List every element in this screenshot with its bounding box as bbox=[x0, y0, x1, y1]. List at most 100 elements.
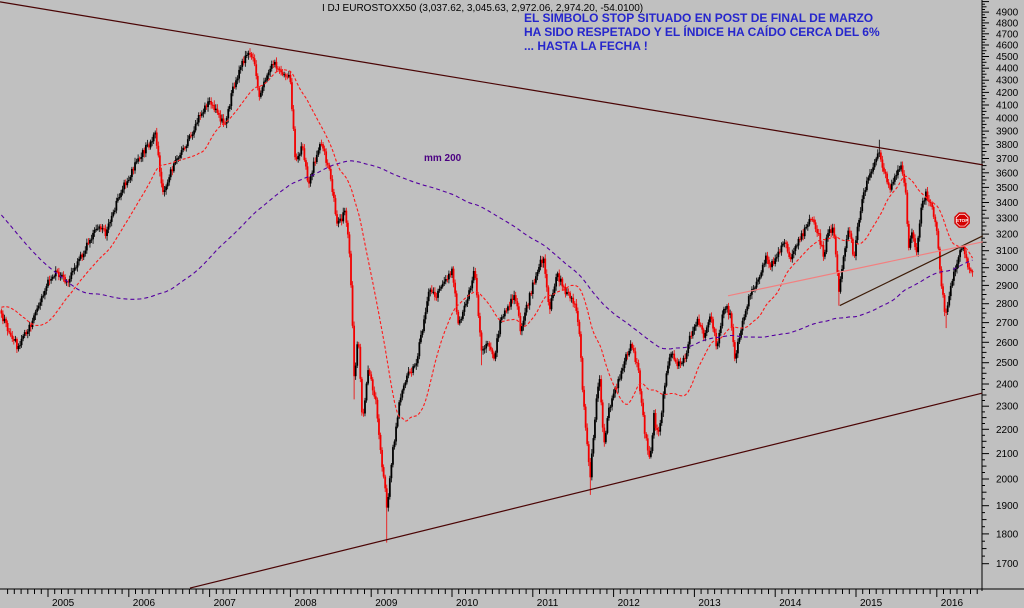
candle bbox=[541, 256, 544, 268]
trendline-pink-support bbox=[727, 241, 984, 297]
x-tick-label: 2008 bbox=[294, 598, 317, 608]
candle bbox=[862, 188, 865, 204]
candle bbox=[805, 224, 808, 230]
candle bbox=[73, 263, 76, 275]
candle bbox=[510, 294, 512, 310]
candle bbox=[50, 275, 53, 284]
candle bbox=[828, 226, 831, 236]
candle bbox=[548, 299, 551, 314]
candle bbox=[350, 250, 352, 288]
y-tick-label: 2600 bbox=[996, 338, 1019, 349]
candle bbox=[218, 110, 220, 118]
x-tick-label: 2012 bbox=[618, 598, 641, 608]
x-tick-label: 2010 bbox=[456, 598, 479, 608]
candle bbox=[696, 316, 699, 327]
candle bbox=[101, 224, 104, 234]
candle bbox=[325, 148, 328, 167]
candle bbox=[587, 441, 590, 467]
candle bbox=[472, 266, 475, 284]
candle bbox=[185, 144, 188, 152]
candle bbox=[775, 253, 778, 262]
candle bbox=[693, 324, 696, 335]
candle bbox=[259, 90, 262, 99]
candle bbox=[754, 285, 756, 293]
candle bbox=[426, 296, 429, 314]
candle bbox=[771, 259, 773, 272]
candle bbox=[923, 197, 926, 205]
candle bbox=[881, 155, 884, 172]
candle bbox=[204, 102, 206, 115]
candle bbox=[797, 236, 800, 250]
candle bbox=[210, 97, 213, 109]
candle bbox=[705, 325, 708, 337]
candle bbox=[402, 383, 405, 394]
candle bbox=[373, 386, 376, 399]
candle bbox=[98, 224, 101, 232]
candle bbox=[418, 338, 421, 360]
y-tick-label: 3000 bbox=[996, 263, 1019, 274]
candle bbox=[719, 322, 722, 336]
candle bbox=[530, 290, 533, 296]
candle bbox=[39, 298, 42, 310]
candle bbox=[839, 276, 842, 294]
candle bbox=[320, 139, 323, 147]
candle bbox=[494, 350, 497, 362]
candle bbox=[315, 150, 318, 164]
candle bbox=[214, 104, 217, 113]
candle bbox=[713, 326, 716, 337]
candle bbox=[222, 114, 225, 127]
candle bbox=[207, 97, 209, 112]
stop-sign-label: STOP bbox=[956, 218, 968, 223]
candle bbox=[336, 210, 338, 226]
candle bbox=[640, 388, 643, 407]
candle bbox=[917, 235, 920, 257]
candle bbox=[502, 313, 505, 319]
candle bbox=[606, 416, 609, 435]
candle bbox=[851, 237, 854, 257]
candle bbox=[356, 341, 359, 368]
candle bbox=[892, 177, 895, 186]
y-tick-label: 3200 bbox=[996, 230, 1019, 241]
candle bbox=[68, 275, 71, 288]
candle bbox=[507, 304, 509, 314]
candle bbox=[43, 288, 46, 300]
candle bbox=[351, 281, 354, 329]
candle bbox=[199, 111, 202, 120]
candle bbox=[365, 381, 368, 403]
candle bbox=[491, 347, 494, 359]
candle bbox=[514, 291, 517, 304]
candle bbox=[564, 283, 567, 298]
candle bbox=[511, 294, 514, 304]
candle bbox=[681, 361, 683, 366]
candle bbox=[824, 249, 826, 260]
candle bbox=[884, 169, 887, 179]
candle bbox=[166, 179, 169, 190]
candle bbox=[374, 392, 377, 405]
candle bbox=[79, 251, 82, 261]
candle bbox=[660, 410, 663, 426]
candle bbox=[716, 341, 719, 350]
candle bbox=[233, 82, 236, 89]
candle bbox=[281, 69, 284, 77]
candle bbox=[758, 274, 761, 285]
candle bbox=[906, 189, 909, 227]
candle bbox=[954, 265, 957, 277]
candle bbox=[441, 280, 444, 289]
candle bbox=[131, 166, 133, 182]
candle bbox=[847, 227, 850, 242]
candle bbox=[78, 256, 80, 266]
candle bbox=[570, 295, 573, 303]
candle bbox=[392, 444, 394, 468]
candle bbox=[814, 219, 817, 233]
candle bbox=[948, 291, 951, 308]
candle bbox=[33, 313, 35, 324]
y-tick-label: 4700 bbox=[996, 29, 1019, 40]
candle bbox=[827, 229, 829, 242]
candle bbox=[376, 397, 379, 423]
candle bbox=[48, 275, 51, 286]
candle bbox=[589, 458, 592, 495]
candle bbox=[118, 193, 121, 200]
y-tick-label: 3700 bbox=[996, 154, 1019, 165]
candle bbox=[269, 65, 272, 77]
candle bbox=[461, 309, 464, 321]
